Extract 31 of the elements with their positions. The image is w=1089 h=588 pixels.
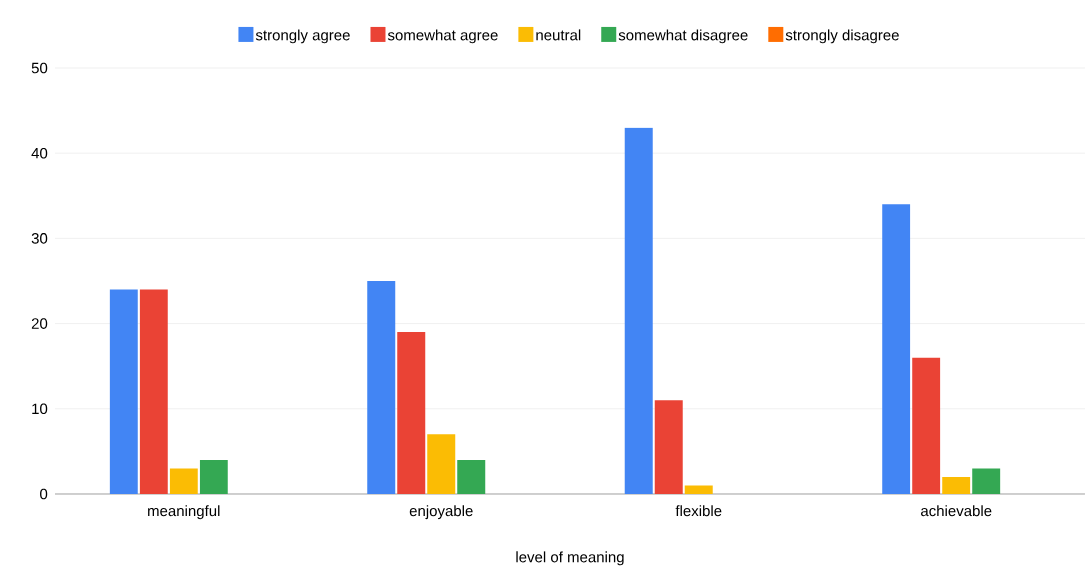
bar [109, 289, 138, 494]
bar [427, 434, 456, 494]
x-tick-label: achievable [921, 505, 992, 517]
legend-label: strongly disagree [785, 29, 899, 44]
bar [942, 476, 971, 494]
bar [367, 280, 396, 494]
y-tick-label: 0 [40, 488, 48, 500]
legend-label: strongly agree [255, 29, 350, 44]
bar [912, 357, 941, 494]
bar [972, 468, 1001, 494]
bar [169, 468, 198, 494]
bar [397, 332, 426, 494]
bar [684, 485, 713, 494]
y-tick-label: 20 [31, 318, 48, 329]
legend-label: somewhat agree [387, 29, 498, 44]
x-tick-label: meaningful [148, 505, 220, 520]
y-tick-label: 40 [31, 147, 48, 159]
bar [624, 127, 653, 494]
x-tick-label: enjoyable [409, 505, 473, 520]
legend-label: neutral [536, 29, 581, 41]
bar [457, 459, 486, 494]
y-tick-label: 10 [32, 403, 48, 415]
legend-label: somewhat disagree [618, 29, 748, 44]
bar [199, 459, 228, 494]
x-tick-label: flexible [675, 505, 722, 517]
bar [139, 289, 168, 494]
x-axis-title: level of meaning [516, 551, 624, 566]
bar [882, 204, 911, 494]
y-tick-label: 30 [31, 233, 48, 244]
y-tick-label: 50 [31, 62, 48, 74]
bar [654, 400, 683, 494]
